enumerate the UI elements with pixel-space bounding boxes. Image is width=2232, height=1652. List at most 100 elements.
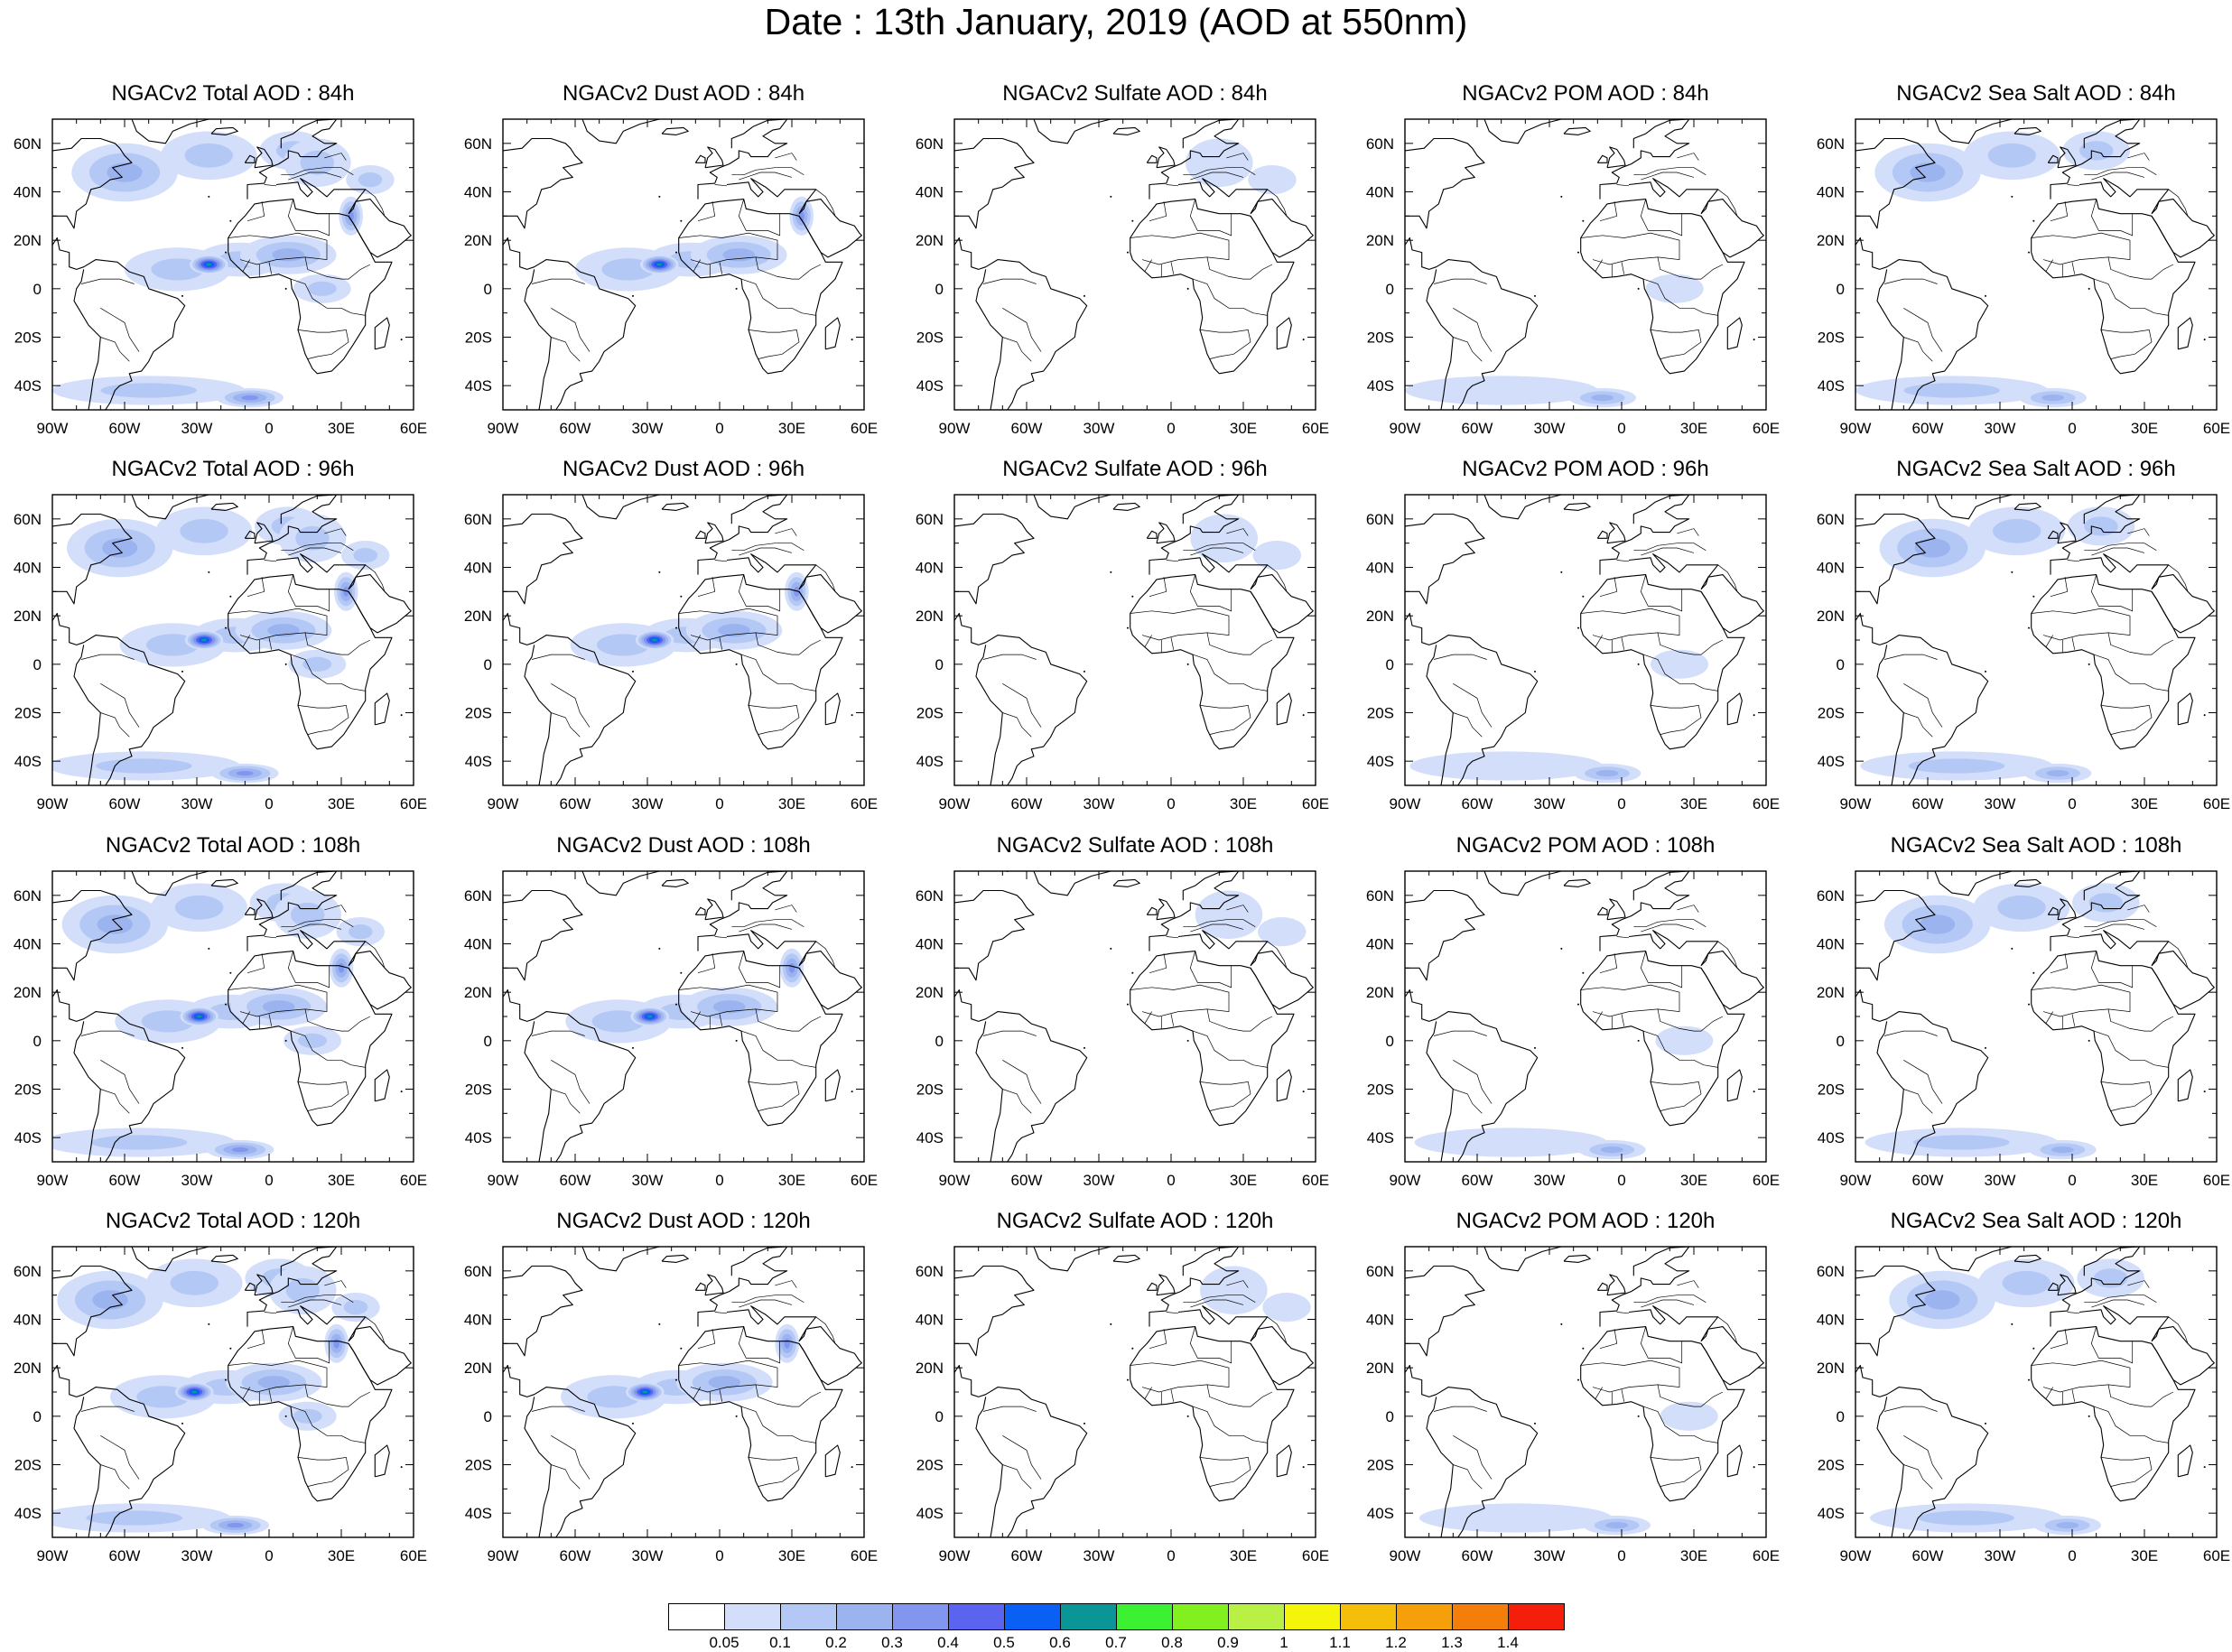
island-dot	[208, 947, 210, 950]
country-border	[740, 1030, 816, 1068]
x-tick-label: 90W	[1840, 420, 1872, 437]
y-tick-label: 40N	[14, 1312, 42, 1329]
country-border	[1189, 199, 1232, 237]
island-dot	[1131, 971, 1134, 974]
x-tick-label: 90W	[488, 1547, 519, 1564]
coastline	[1130, 574, 1295, 750]
island-dot	[208, 195, 210, 198]
y-tick-label: 40S	[1367, 377, 1394, 394]
coastline	[1177, 553, 1269, 589]
country-border	[1206, 1384, 1273, 1407]
country-border	[1190, 1299, 1244, 1308]
country-border	[2045, 1387, 2054, 1400]
coastline	[1149, 1247, 1240, 1327]
x-tick-label: 60E	[2203, 420, 2230, 437]
country-border	[1002, 712, 1032, 738]
x-tick-label: 30E	[2131, 420, 2158, 437]
country-border	[2107, 632, 2174, 655]
x-tick-label: 30W	[1534, 420, 1566, 437]
colorbar-label: 0.6	[1049, 1634, 1071, 1651]
y-tick-label: 20S	[14, 705, 42, 722]
coastline	[2177, 317, 2193, 350]
country-border	[324, 528, 347, 536]
aod-shade-saharan-dust-plume	[642, 1390, 648, 1394]
coastline	[1876, 1397, 1904, 1537]
coastline	[1182, 495, 1239, 524]
country-border	[693, 259, 702, 273]
country-border	[1144, 1387, 1153, 1400]
aod-shade-north-atlantic-seasalt	[2079, 141, 2114, 161]
aod-shade-north-atlantic-seasalt	[170, 1270, 219, 1295]
coastline	[824, 1444, 841, 1478]
coastline	[374, 317, 390, 350]
y-tick-label: 40N	[14, 936, 42, 953]
coastline	[524, 645, 552, 785]
coastline	[1855, 612, 1989, 785]
panel-title: NGACv2 Sulfate AOD : 108h	[996, 833, 1274, 858]
coastline	[73, 645, 101, 785]
aod-shade-north-atlantic-seasalt	[2088, 893, 2123, 913]
country-border	[693, 1387, 702, 1400]
aod-shade-central-africa-pom	[1660, 1401, 1718, 1431]
country-border	[1226, 905, 1249, 913]
y-tick-label: 40S	[1367, 1129, 1394, 1146]
coastline	[581, 119, 660, 144]
coastline	[1405, 513, 1485, 605]
country-border	[2091, 547, 2145, 556]
country-border	[1199, 1081, 1251, 1111]
island-dot	[1637, 1415, 1640, 1417]
country-border	[1405, 968, 1406, 969]
coastline	[1563, 1254, 1591, 1263]
country-border	[290, 1030, 366, 1068]
country-border	[1130, 984, 1230, 1017]
x-tick-label: 0	[1167, 1547, 1175, 1564]
coastline	[2031, 951, 2196, 1127]
country-border	[2031, 1360, 2131, 1393]
aod-shade-europe-sulfate	[1195, 890, 1263, 940]
colorbar-swatch	[892, 1603, 949, 1630]
x-tick-label: 30W	[1985, 795, 2016, 812]
x-tick-label: 0	[715, 1547, 723, 1564]
colorbar-swatch	[1508, 1603, 1565, 1630]
coastline	[1580, 574, 1745, 750]
country-border	[52, 968, 53, 969]
colorbar-swatch	[1004, 1603, 1061, 1630]
y-tick-label: 20N	[14, 984, 42, 1001]
y-tick-label: 20S	[1818, 1081, 1845, 1099]
coastline	[2057, 898, 2077, 921]
country-border	[297, 329, 349, 359]
coastline	[2050, 119, 2141, 200]
colorbar-swatch	[1452, 1603, 1509, 1630]
country-border	[304, 632, 371, 655]
island-dot	[1582, 971, 1585, 974]
country-border	[1621, 637, 1625, 650]
x-tick-label: 90W	[488, 1172, 519, 1189]
aod-shade-north-atlantic-seasalt	[1987, 143, 2036, 168]
country-border	[531, 1406, 585, 1412]
country-border	[697, 577, 716, 598]
island-dot	[1131, 1347, 1134, 1350]
x-tick-label: 0	[1617, 795, 1625, 812]
aod-shade-southern-ocean-band	[1419, 1503, 1613, 1533]
country-border	[1855, 216, 1856, 217]
coastline	[1276, 1069, 1292, 1102]
aod-shade-north-atlantic-seasalt	[1910, 162, 1946, 182]
country-border	[2100, 1081, 2153, 1111]
x-tick-label: 60W	[1011, 795, 1043, 812]
country-border	[297, 705, 349, 735]
country-border	[1599, 201, 1618, 222]
island-dot	[225, 626, 227, 629]
y-tick-label: 60N	[916, 1263, 944, 1280]
country-border	[246, 201, 265, 222]
coastline	[1112, 502, 1140, 511]
aod-shade-north-atlantic-seasalt	[1993, 518, 2041, 543]
coastline	[581, 1247, 660, 1272]
y-tick-label: 60N	[464, 887, 492, 905]
country-border	[1192, 278, 1268, 316]
country-border	[678, 984, 778, 1017]
country-border	[815, 1316, 836, 1344]
country-border	[1616, 936, 1630, 939]
coastline	[954, 137, 1035, 229]
y-tick-label: 40S	[14, 377, 42, 394]
island-dot	[851, 1091, 853, 1093]
